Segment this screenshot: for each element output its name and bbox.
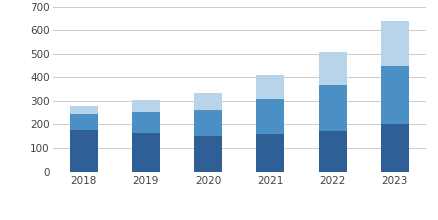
Bar <box>318 131 346 172</box>
Bar <box>318 85 346 131</box>
Bar <box>131 133 159 172</box>
Bar <box>256 99 284 134</box>
Bar <box>380 21 408 66</box>
Bar <box>256 75 284 99</box>
Bar <box>70 130 97 172</box>
Bar <box>318 52 346 85</box>
Bar <box>131 100 159 112</box>
Bar <box>194 110 222 136</box>
Bar <box>70 114 97 130</box>
Bar <box>70 106 97 114</box>
Bar <box>131 112 159 133</box>
Bar <box>256 134 284 172</box>
Bar <box>194 136 222 172</box>
Bar <box>194 93 222 110</box>
Bar <box>380 66 408 125</box>
Bar <box>380 125 408 172</box>
